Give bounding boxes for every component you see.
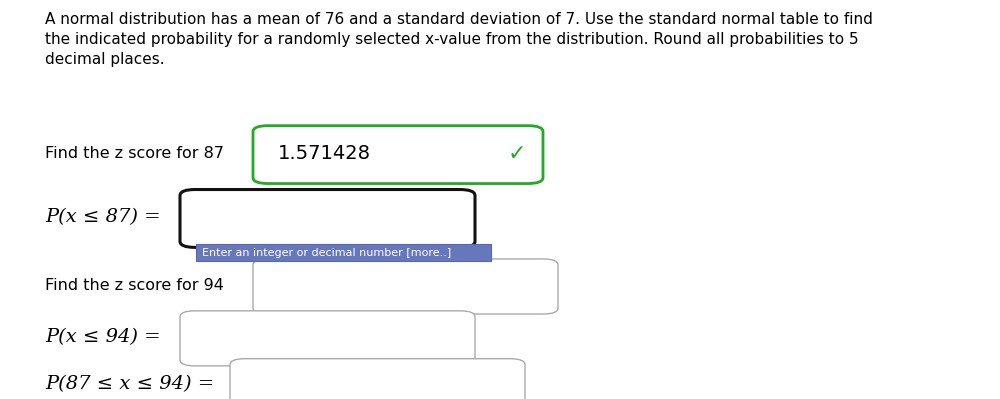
Text: Find the z score for 94: Find the z score for 94 bbox=[45, 278, 224, 293]
FancyBboxPatch shape bbox=[180, 311, 475, 366]
FancyBboxPatch shape bbox=[230, 359, 525, 399]
Text: A normal distribution has a mean of 76 and a standard deviation of 7. Use the st: A normal distribution has a mean of 76 a… bbox=[45, 12, 873, 67]
FancyBboxPatch shape bbox=[180, 190, 475, 247]
FancyBboxPatch shape bbox=[253, 126, 543, 184]
Text: Enter an integer or decimal number [more..]: Enter an integer or decimal number [more… bbox=[202, 247, 451, 258]
Text: ✓: ✓ bbox=[508, 144, 526, 164]
FancyBboxPatch shape bbox=[253, 259, 558, 314]
Text: P(x ≤ 94) =: P(x ≤ 94) = bbox=[45, 328, 161, 346]
Text: 1.571428: 1.571428 bbox=[278, 144, 371, 163]
Text: P(87 ≤ x ≤ 94) =: P(87 ≤ x ≤ 94) = bbox=[45, 375, 214, 393]
Text: P(x ≤ 87) =: P(x ≤ 87) = bbox=[45, 208, 161, 227]
FancyBboxPatch shape bbox=[196, 244, 491, 261]
Text: Find the z score for 87: Find the z score for 87 bbox=[45, 146, 224, 161]
